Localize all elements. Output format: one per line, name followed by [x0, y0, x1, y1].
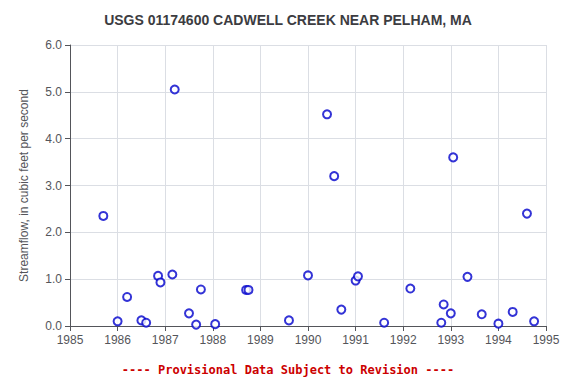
svg-text:Streamflow, in cubic feet per: Streamflow, in cubic feet per second — [17, 89, 31, 282]
svg-text:1986: 1986 — [104, 333, 131, 347]
svg-text:3.0: 3.0 — [45, 179, 62, 193]
svg-text:USGS 01174600 CADWELL CREEK NE: USGS 01174600 CADWELL CREEK NEAR PELHAM,… — [104, 12, 472, 28]
svg-text:1991: 1991 — [342, 333, 369, 347]
svg-text:1985: 1985 — [57, 333, 84, 347]
svg-text:1989: 1989 — [247, 333, 274, 347]
svg-text:1.0: 1.0 — [45, 272, 62, 286]
svg-text:6.0: 6.0 — [45, 38, 62, 52]
svg-text:5.0: 5.0 — [45, 85, 62, 99]
svg-text:1993: 1993 — [437, 333, 464, 347]
svg-text:1992: 1992 — [390, 333, 417, 347]
svg-text:1988: 1988 — [199, 333, 226, 347]
svg-text:0.0: 0.0 — [45, 319, 62, 333]
svg-text:1987: 1987 — [152, 333, 179, 347]
svg-text:4.0: 4.0 — [45, 132, 62, 146]
svg-text:1995: 1995 — [533, 333, 560, 347]
svg-text:1994: 1994 — [485, 333, 512, 347]
svg-text:2.0: 2.0 — [45, 225, 62, 239]
svg-text:---- Provisional Data Subject: ---- Provisional Data Subject to Revisio… — [122, 363, 454, 377]
svg-text:1990: 1990 — [295, 333, 322, 347]
